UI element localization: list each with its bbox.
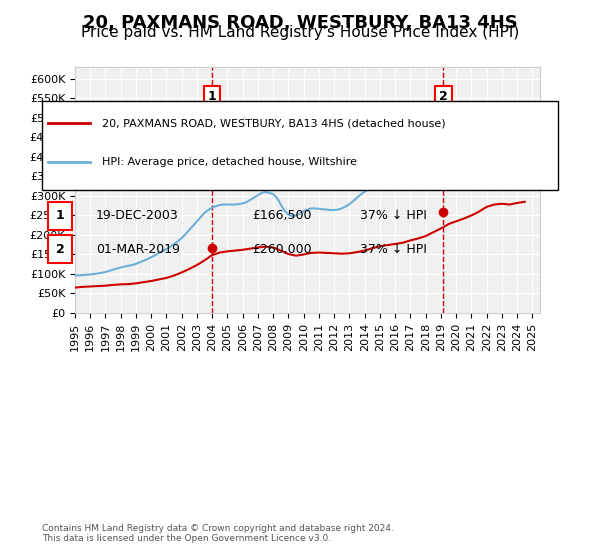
Text: HPI: Average price, detached house, Wiltshire: HPI: Average price, detached house, Wilt…	[102, 157, 357, 167]
Text: 1: 1	[208, 90, 216, 103]
Text: 37% ↓ HPI: 37% ↓ HPI	[360, 209, 427, 222]
Text: Contains HM Land Registry data © Crown copyright and database right 2024.
This d: Contains HM Land Registry data © Crown c…	[42, 524, 394, 543]
Text: 01-MAR-2019: 01-MAR-2019	[96, 242, 180, 256]
Text: £260,000: £260,000	[252, 242, 311, 256]
Text: HPI: Average price, detached house, Wiltshire: HPI: Average price, detached house, Wilt…	[102, 157, 357, 167]
Text: 19-DEC-2003: 19-DEC-2003	[96, 209, 179, 222]
Text: 2: 2	[56, 242, 64, 256]
Text: 1: 1	[56, 209, 64, 222]
Text: 37% ↓ HPI: 37% ↓ HPI	[360, 242, 427, 256]
Text: 2: 2	[439, 90, 448, 103]
Text: 20, PAXMANS ROAD, WESTBURY, BA13 4HS: 20, PAXMANS ROAD, WESTBURY, BA13 4HS	[83, 14, 517, 32]
Text: £166,500: £166,500	[252, 209, 311, 222]
Text: 20, PAXMANS ROAD, WESTBURY, BA13 4HS (detached house): 20, PAXMANS ROAD, WESTBURY, BA13 4HS (de…	[102, 118, 446, 128]
Text: 20, PAXMANS ROAD, WESTBURY, BA13 4HS (detached house): 20, PAXMANS ROAD, WESTBURY, BA13 4HS (de…	[102, 118, 446, 128]
Text: Price paid vs. HM Land Registry's House Price Index (HPI): Price paid vs. HM Land Registry's House …	[81, 25, 519, 40]
